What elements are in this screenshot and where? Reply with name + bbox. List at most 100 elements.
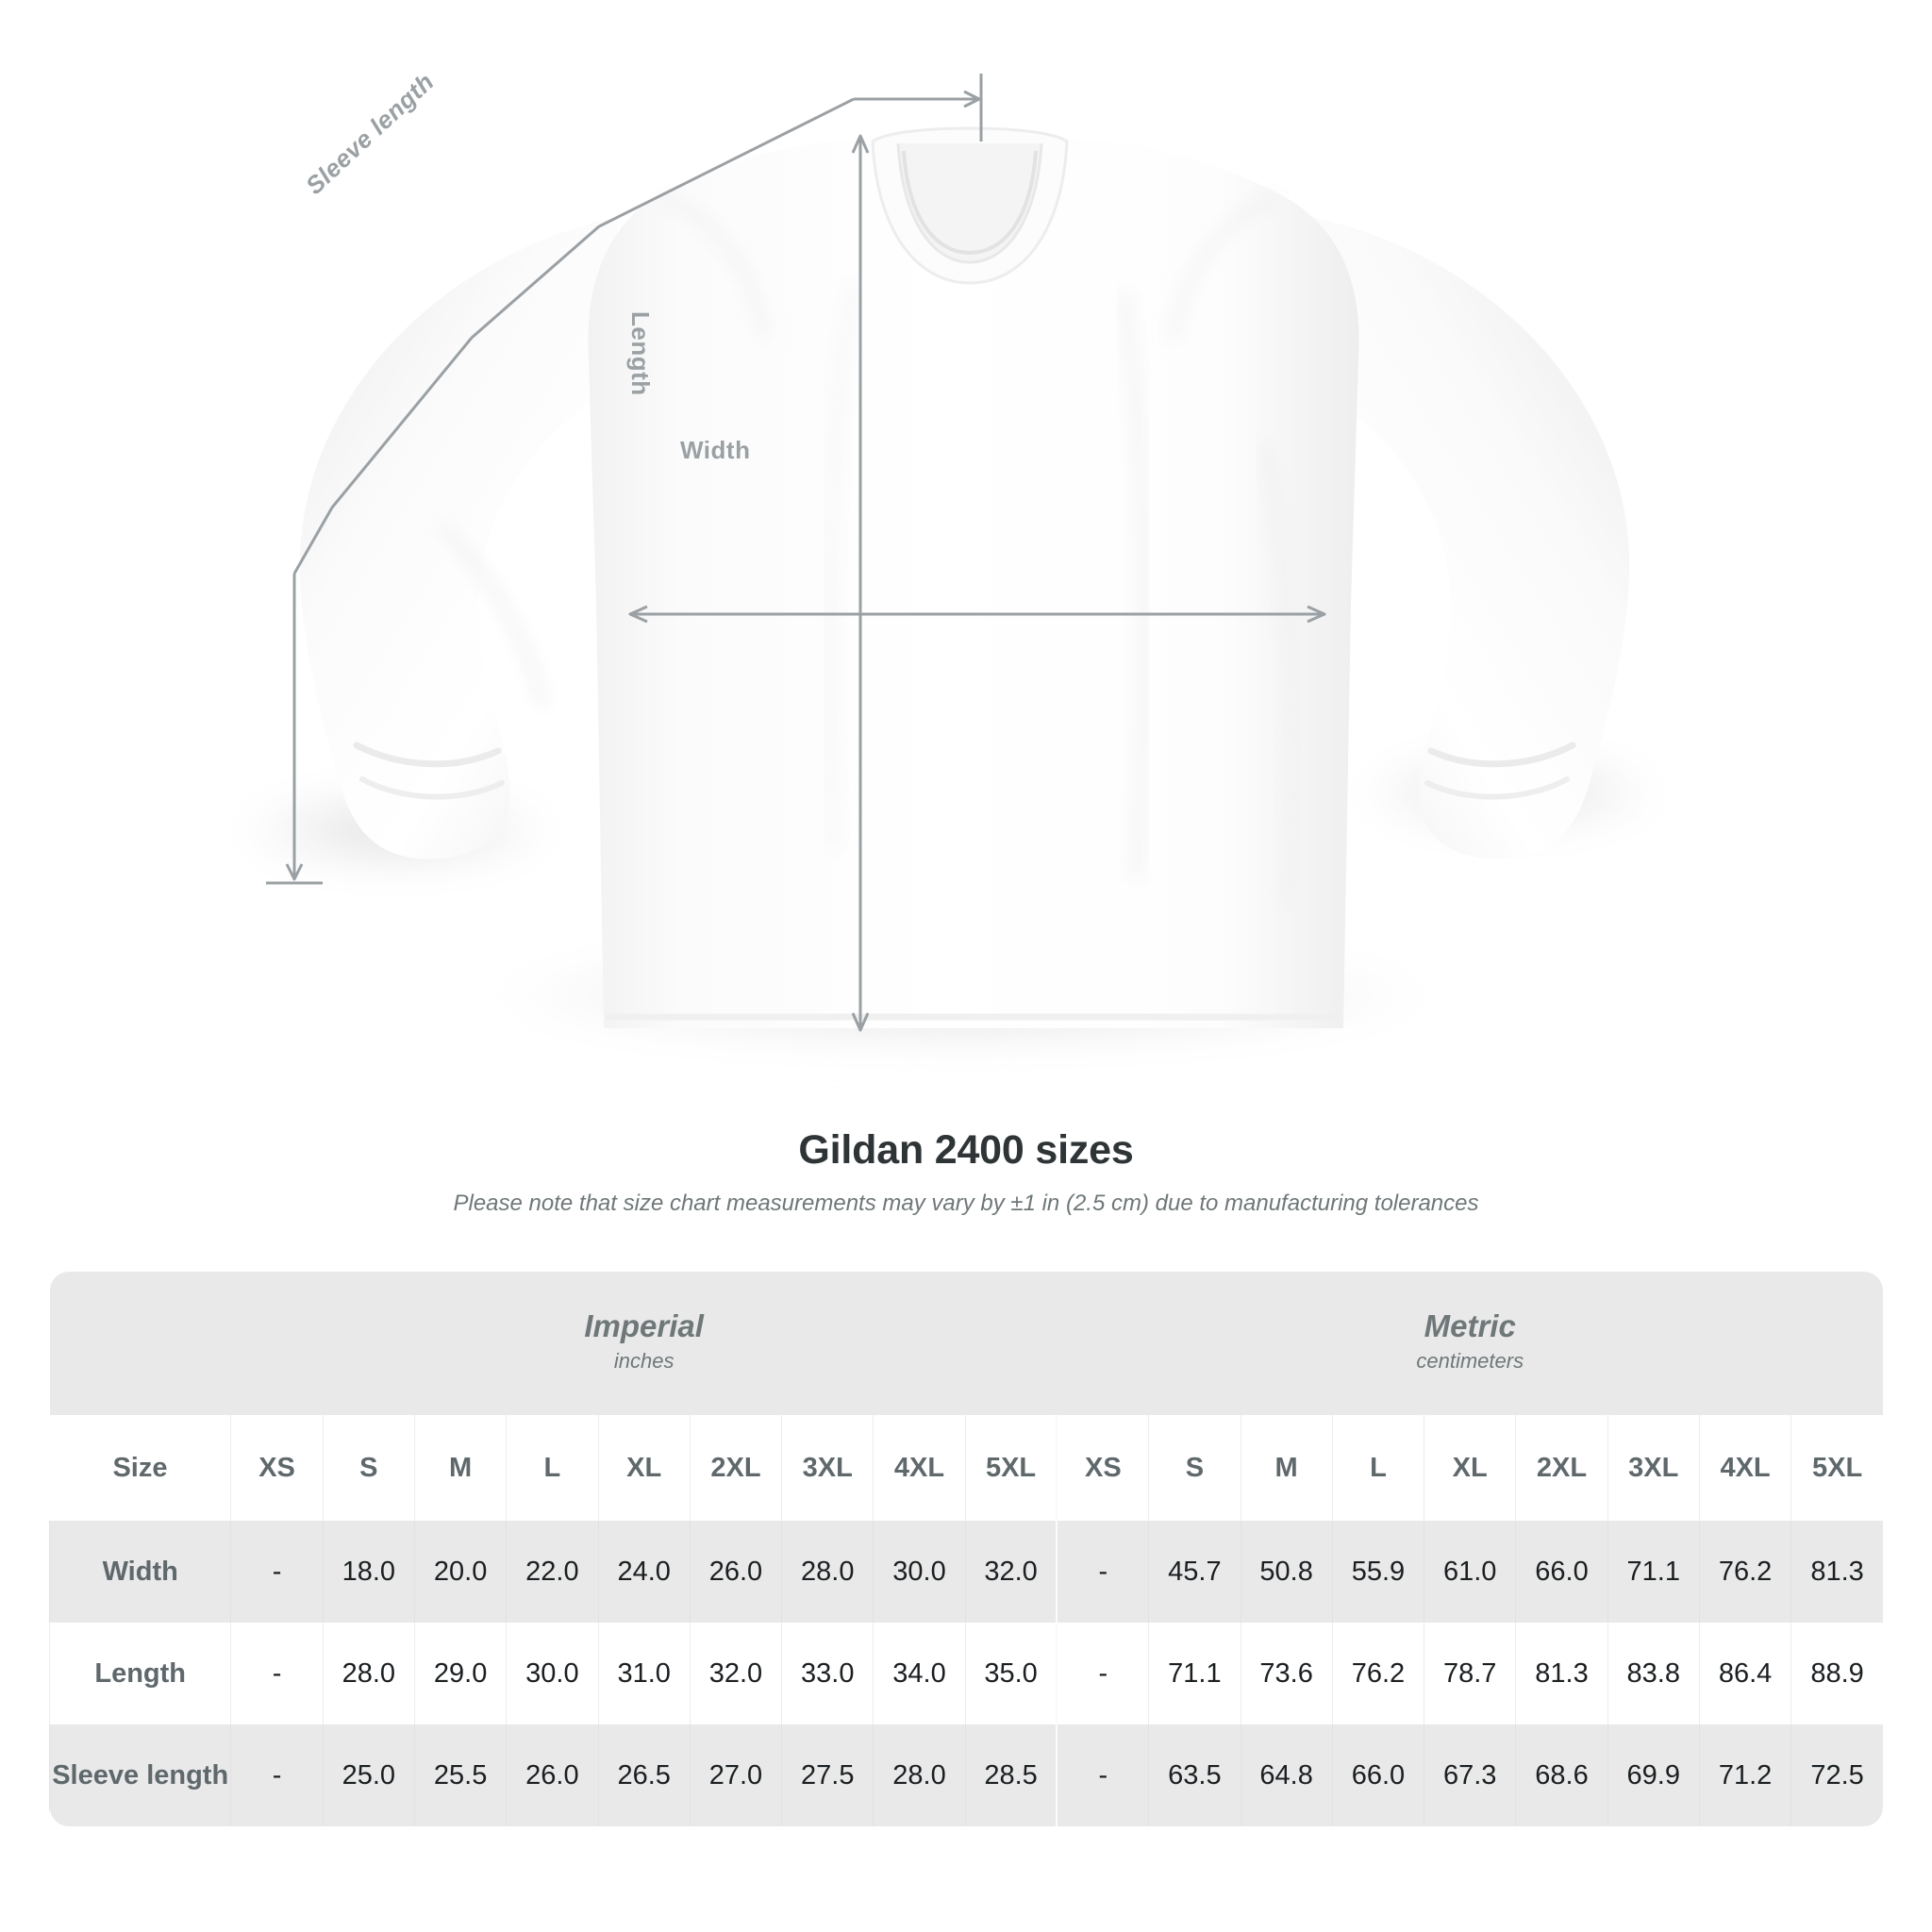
- cell-sleeve-length-metric-xl: 67.3: [1424, 1724, 1516, 1826]
- size-header-xl-metric: XL: [1424, 1415, 1516, 1521]
- left-cuff-seam-2: [359, 776, 505, 800]
- cell-sleeve-length-imperial-l: 26.0: [506, 1724, 599, 1826]
- size-header-4xl-imperial: 4XL: [873, 1415, 966, 1521]
- body-fold-right: [1117, 291, 1149, 878]
- cell-width-metric-2xl: 66.0: [1515, 1521, 1608, 1623]
- size-header-3xl-metric: 3XL: [1607, 1415, 1700, 1521]
- table-row: Width -18.0 20.0 22.0 24.0 26.0 28.0 30.0 32.0-4…: [49, 1521, 1883, 1623]
- cell-sleeve-length-imperial-m: 25.5: [413, 1724, 507, 1826]
- body-fold-left: [824, 282, 858, 850]
- cell-sleeve-length-imperial-s: 25.0: [322, 1724, 415, 1826]
- title-block: Gildan 2400 sizes Please note that size …: [0, 1127, 1932, 1217]
- size-header-l-imperial: L: [506, 1415, 599, 1521]
- right-shoulder-seam: [1169, 192, 1280, 341]
- size-header-label: Size: [49, 1415, 231, 1521]
- cell-length-metric-l: 76.2: [1331, 1623, 1424, 1724]
- size-header-m-imperial: M: [413, 1415, 507, 1521]
- size-header-5xl-metric: 5XL: [1790, 1415, 1883, 1521]
- left-sleeve-fold: [439, 524, 547, 708]
- cell-sleeve-length-metric-2xl: 68.6: [1515, 1724, 1608, 1826]
- cell-width-imperial-l: 22.0: [506, 1521, 599, 1623]
- cell-sleeve-length-imperial-xl: 26.5: [597, 1724, 691, 1826]
- cell-length-imperial-m: 29.0: [413, 1623, 507, 1724]
- size-header-2xl-metric: 2XL: [1515, 1415, 1608, 1521]
- cell-width-imperial-2xl: 26.0: [689, 1521, 782, 1623]
- cell-sleeve-length-metric-m: 64.8: [1240, 1724, 1333, 1826]
- cell-width-metric-l: 55.9: [1331, 1521, 1424, 1623]
- cell-sleeve-length-metric-s: 63.5: [1148, 1724, 1241, 1826]
- cell-length-imperial-xl: 31.0: [597, 1623, 691, 1724]
- width-label: Width: [680, 436, 751, 464]
- collar-inner: [896, 142, 1043, 264]
- length-guide: [851, 134, 870, 1032]
- right-cuff-seam: [1427, 741, 1576, 768]
- unit-group-name: Metric: [1424, 1308, 1516, 1344]
- cell-sleeve-length-metric-4xl: 71.2: [1698, 1724, 1791, 1826]
- size-header-row: Size XS S M L XL 2XL 3XL 4XL 5XL XS S M L XL 2XL 3XL 4XL 5…: [49, 1415, 1883, 1521]
- cell-width-imperial-m: 20.0: [413, 1521, 507, 1623]
- cell-sleeve-length-metric-xs: -: [1056, 1724, 1149, 1826]
- garment-illustration: [217, 74, 1679, 1050]
- table-row: Length -28.0 29.0 30.0 31.0 32.0 33.0 34.0 35.0-…: [49, 1623, 1883, 1724]
- left-cuff-seam: [353, 741, 502, 768]
- size-chart-table-container: Imperial inches Metric centimeters Size XS S M L…: [49, 1272, 1883, 1826]
- cell-width-imperial-s: 18.0: [322, 1521, 415, 1623]
- cell-sleeve-length-imperial-3xl: 27.5: [781, 1724, 874, 1826]
- size-header-xs-metric: XS: [1056, 1415, 1149, 1521]
- cell-length-imperial-l: 30.0: [506, 1623, 599, 1724]
- size-header-m-metric: M: [1240, 1415, 1333, 1521]
- left-shoulder-seam: [658, 192, 770, 341]
- cell-width-metric-5xl: 81.3: [1790, 1521, 1883, 1623]
- cell-sleeve-length-metric-3xl: 69.9: [1607, 1724, 1700, 1826]
- unit-header-row: Imperial inches Metric centimeters: [49, 1272, 1883, 1415]
- tolerance-note: Please note that size chart measurements…: [453, 1191, 1479, 1216]
- collar-ribbing: [902, 150, 1038, 256]
- body-fold-far-right: [1257, 441, 1300, 907]
- unit-group-sub: centimeters: [1416, 1349, 1524, 1374]
- cell-length-metric-5xl: 88.9: [1790, 1623, 1883, 1724]
- cell-width-imperial-4xl: 30.0: [873, 1521, 966, 1623]
- size-header-3xl-imperial: 3XL: [781, 1415, 874, 1521]
- cell-width-metric-3xl: 71.1: [1607, 1521, 1700, 1623]
- cell-sleeve-length-metric-l: 66.0: [1331, 1724, 1424, 1826]
- cell-length-imperial-2xl: 32.0: [689, 1623, 782, 1724]
- length-label: Length: [626, 311, 655, 396]
- cell-width-imperial-xs: -: [230, 1521, 324, 1623]
- cell-length-imperial-5xl: 35.0: [964, 1623, 1058, 1724]
- cell-length-metric-4xl: 86.4: [1698, 1623, 1791, 1724]
- cell-width-imperial-3xl: 28.0: [781, 1521, 874, 1623]
- unit-header-spacer: [49, 1272, 231, 1415]
- size-header-s-metric: S: [1148, 1415, 1241, 1521]
- garment-diagram: Sleeve length Length Width: [217, 67, 1679, 1050]
- cell-width-metric-s: 45.7: [1148, 1521, 1241, 1623]
- unit-group-imperial: Imperial inches: [230, 1272, 1058, 1415]
- cell-length-imperial-xs: -: [230, 1623, 324, 1724]
- cell-length-metric-xl: 78.7: [1424, 1623, 1516, 1724]
- cell-length-metric-xs: -: [1056, 1623, 1149, 1724]
- table-row: Sleeve length - 25.0 25.5 26.0 26.5 27.0 27.5 28…: [49, 1724, 1883, 1826]
- unit-group-sub: inches: [613, 1349, 675, 1374]
- row-label-width: Width: [49, 1521, 231, 1623]
- size-header-2xl-imperial: 2XL: [689, 1415, 782, 1521]
- sleeve-length-guide: [266, 74, 983, 885]
- cell-length-imperial-3xl: 33.0: [781, 1623, 874, 1724]
- width-guide: [628, 605, 1326, 624]
- unit-group-metric: Metric centimeters: [1057, 1272, 1883, 1415]
- size-header-xs-imperial: XS: [230, 1415, 324, 1521]
- cell-sleeve-length-imperial-2xl: 27.0: [689, 1724, 782, 1826]
- cell-width-imperial-5xl: 32.0: [964, 1521, 1058, 1623]
- cell-sleeve-length-metric-5xl: 72.5: [1790, 1724, 1883, 1826]
- shirt-body: [588, 138, 1359, 1028]
- left-sleeve: [299, 217, 618, 859]
- right-sleeve: [1311, 217, 1630, 859]
- cell-sleeve-length-imperial-5xl: 28.5: [964, 1724, 1058, 1826]
- size-header-5xl-imperial: 5XL: [964, 1415, 1058, 1521]
- unit-group-name: Imperial: [584, 1308, 704, 1344]
- cell-width-imperial-xl: 24.0: [597, 1521, 691, 1623]
- cell-width-metric-xs: -: [1056, 1521, 1149, 1623]
- cell-width-metric-4xl: 76.2: [1698, 1521, 1791, 1623]
- row-label-length: Length: [49, 1623, 231, 1724]
- row-label-sleeve-length: Sleeve length: [49, 1724, 231, 1826]
- size-chart-table: Imperial inches Metric centimeters Size XS S M L…: [49, 1272, 1883, 1826]
- cell-length-metric-m: 73.6: [1240, 1623, 1333, 1724]
